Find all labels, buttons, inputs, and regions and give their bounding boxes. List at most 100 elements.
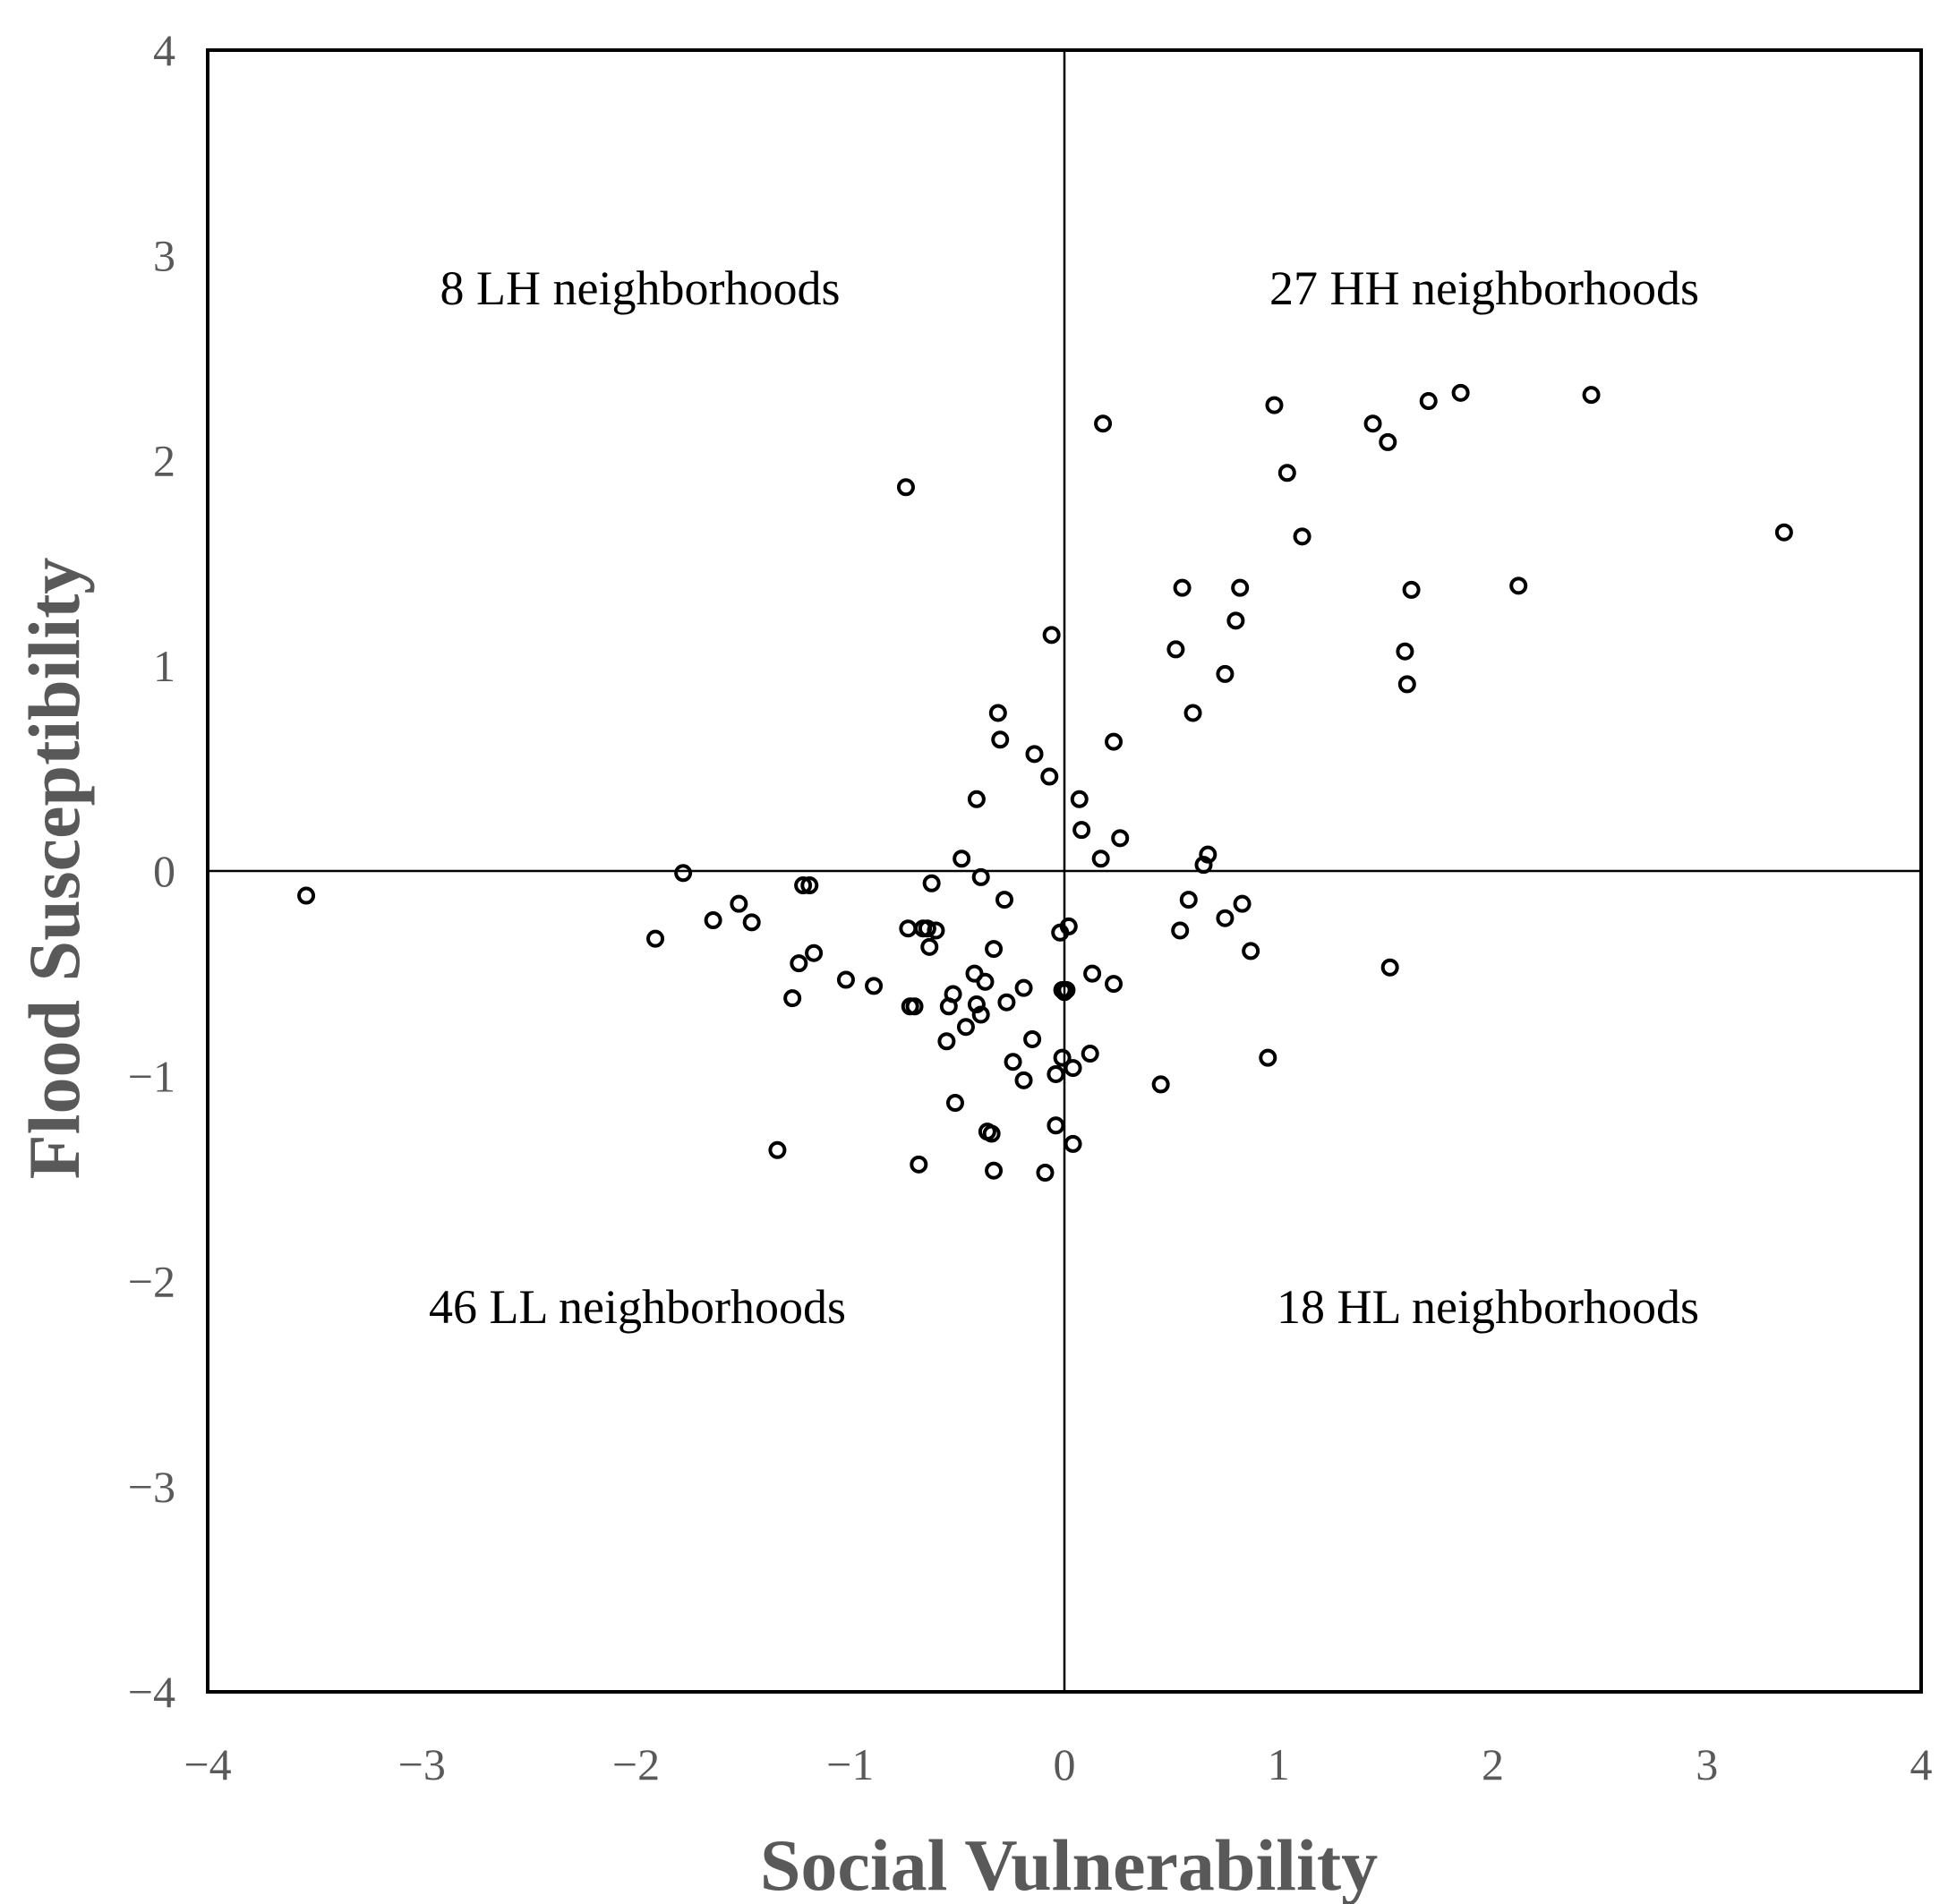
data-point xyxy=(971,867,990,886)
data-point xyxy=(646,929,665,948)
data-point xyxy=(1402,580,1421,599)
data-point xyxy=(1419,392,1438,411)
data-point xyxy=(1040,767,1059,786)
data-point xyxy=(896,478,915,497)
data-point xyxy=(1171,921,1190,940)
data-point xyxy=(920,937,939,956)
data-point xyxy=(945,1094,964,1113)
data-point xyxy=(1774,523,1793,542)
data-point xyxy=(1216,664,1235,683)
x-tick-label: 1 xyxy=(1268,1739,1290,1789)
x-tick-label: 2 xyxy=(1482,1739,1504,1789)
data-point xyxy=(1233,894,1252,913)
data-point xyxy=(985,1161,1004,1180)
data-point xyxy=(991,730,1010,749)
data-point xyxy=(1072,821,1091,840)
data-point xyxy=(1004,1053,1022,1072)
data-point xyxy=(1105,975,1124,994)
data-point xyxy=(1014,978,1033,997)
data-point xyxy=(783,989,802,1008)
data-point xyxy=(1083,964,1102,983)
data-point xyxy=(956,1018,975,1037)
data-point xyxy=(1363,414,1382,433)
x-axis-title: Social Vulnerability xyxy=(760,1824,1378,1904)
data-point xyxy=(1151,1075,1170,1094)
data-point xyxy=(704,911,722,930)
data-point xyxy=(742,913,761,932)
data-point xyxy=(1053,1048,1072,1067)
data-point xyxy=(865,977,884,995)
data-point xyxy=(1111,829,1130,848)
data-point xyxy=(905,997,924,1016)
data-point xyxy=(995,891,1014,909)
x-tick-label: −2 xyxy=(612,1739,660,1789)
y-tick-label: −2 xyxy=(128,1257,175,1307)
y-tick-label: −1 xyxy=(128,1051,175,1101)
data-point xyxy=(937,1032,956,1051)
data-point xyxy=(674,864,693,883)
data-point xyxy=(1036,1163,1055,1182)
x-tick-label: 3 xyxy=(1696,1739,1718,1789)
data-point xyxy=(1582,386,1601,405)
data-point xyxy=(1199,845,1218,864)
quadrant-label-hh: 27 HH neighborhoods xyxy=(1269,261,1699,315)
data-point xyxy=(953,850,971,868)
quadrant-label-hl: 18 HL neighborhoods xyxy=(1277,1280,1699,1334)
data-point xyxy=(1070,790,1089,808)
data-point xyxy=(1059,917,1078,935)
data-point xyxy=(790,954,808,973)
y-tick-label: 3 xyxy=(153,230,175,280)
data-point xyxy=(1047,1116,1065,1135)
data-point xyxy=(836,970,855,989)
data-point xyxy=(944,985,962,1003)
data-point xyxy=(1183,704,1202,722)
data-point xyxy=(1265,396,1284,414)
data-point xyxy=(1025,745,1044,764)
data-point xyxy=(922,874,941,892)
data-point xyxy=(1509,576,1528,595)
data-point xyxy=(1379,432,1397,451)
y-tick-labels: −4 −3 −2 −1 0 1 2 3 4 xyxy=(128,25,175,1717)
data-point xyxy=(985,940,1004,959)
data-point xyxy=(1231,578,1250,597)
data-point xyxy=(768,1140,787,1159)
data-point xyxy=(1064,1134,1082,1153)
data-point xyxy=(730,894,748,913)
data-point xyxy=(1259,1048,1277,1067)
y-tick-label: −3 xyxy=(128,1462,175,1512)
data-points xyxy=(297,383,1793,1182)
quadrant-label-ll: 46 LL neighborhoods xyxy=(429,1280,846,1334)
y-tick-label: 0 xyxy=(153,846,175,896)
data-point xyxy=(997,993,1016,1012)
data-point xyxy=(967,790,986,808)
data-point xyxy=(1081,1045,1099,1063)
data-point xyxy=(794,876,813,895)
x-tick-label: 4 xyxy=(1910,1739,1933,1789)
data-point xyxy=(1064,1059,1082,1078)
data-point xyxy=(1194,856,1213,875)
data-point xyxy=(988,704,1007,722)
data-point xyxy=(1047,1064,1065,1083)
data-point xyxy=(967,995,986,1014)
y-tick-label: −4 xyxy=(128,1667,175,1717)
data-point xyxy=(1094,414,1113,433)
y-tick-label: 4 xyxy=(153,25,175,75)
data-point xyxy=(1057,980,1076,999)
data-point xyxy=(1023,1029,1042,1048)
data-point xyxy=(1397,675,1416,694)
y-tick-label: 1 xyxy=(153,641,175,691)
data-point xyxy=(910,1155,928,1174)
data-point xyxy=(1014,1071,1033,1089)
x-tick-label: −1 xyxy=(826,1739,874,1789)
data-point xyxy=(982,1124,1001,1143)
data-point xyxy=(805,943,824,962)
reference-lines xyxy=(208,50,1921,1692)
data-point xyxy=(1042,626,1061,645)
data-point xyxy=(918,919,936,938)
x-tick-label: 0 xyxy=(1054,1739,1076,1789)
data-point xyxy=(976,972,995,991)
data-point xyxy=(1226,611,1245,630)
data-point xyxy=(1105,732,1124,751)
data-point xyxy=(1179,891,1198,909)
data-point xyxy=(297,886,316,905)
